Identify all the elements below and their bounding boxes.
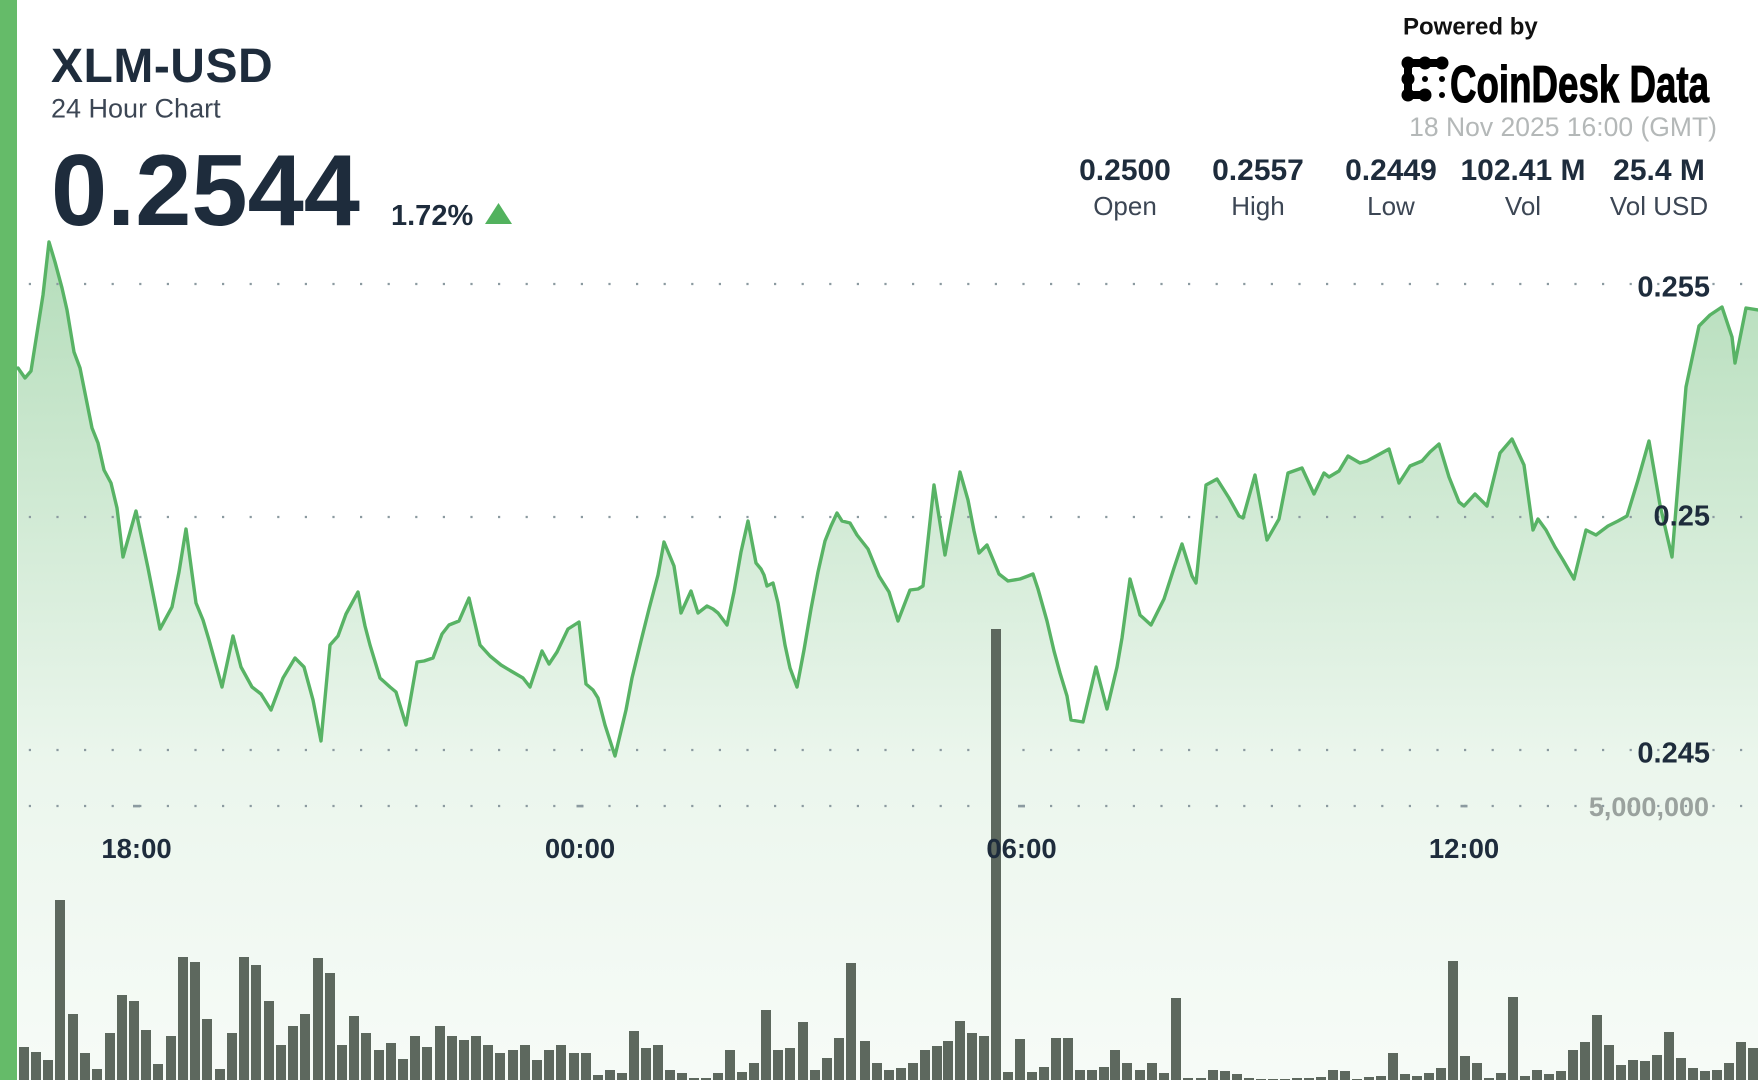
svg-text:0.2544: 0.2544: [51, 135, 360, 247]
svg-text:06:00: 06:00: [986, 833, 1056, 864]
svg-text:00:00: 00:00: [545, 833, 615, 864]
svg-text:18:00: 18:00: [101, 833, 171, 864]
svg-text:0.2449: 0.2449: [1345, 154, 1437, 187]
svg-text:18 Nov 2025 16:00 (GMT): 18 Nov 2025 16:00 (GMT): [1409, 112, 1717, 142]
svg-text:5,000,000: 5,000,000: [1589, 792, 1709, 822]
svg-text:0.245: 0.245: [1637, 738, 1710, 770]
svg-text:Powered by: Powered by: [1403, 14, 1538, 41]
svg-text:0.255: 0.255: [1637, 272, 1710, 304]
svg-text:12:00: 12:00: [1429, 833, 1499, 864]
svg-text:Open: Open: [1093, 191, 1157, 221]
svg-text:24 Hour Chart: 24 Hour Chart: [51, 94, 221, 124]
svg-text:High: High: [1231, 191, 1284, 221]
svg-text:Vol: Vol: [1505, 191, 1541, 221]
svg-text:XLM-USD: XLM-USD: [51, 40, 273, 93]
svg-text:102.41 M: 102.41 M: [1460, 154, 1585, 187]
svg-text:Low: Low: [1367, 191, 1415, 221]
svg-text:Vol USD: Vol USD: [1610, 191, 1708, 221]
svg-text:25.4 M: 25.4 M: [1613, 154, 1705, 187]
svg-text:0.2557: 0.2557: [1212, 154, 1304, 187]
svg-text:0.25: 0.25: [1654, 501, 1710, 533]
svg-text:1.72%: 1.72%: [391, 200, 473, 232]
svg-text:0.2500: 0.2500: [1079, 154, 1171, 187]
svg-text:CoinDesk Data: CoinDesk Data: [1450, 56, 1710, 114]
